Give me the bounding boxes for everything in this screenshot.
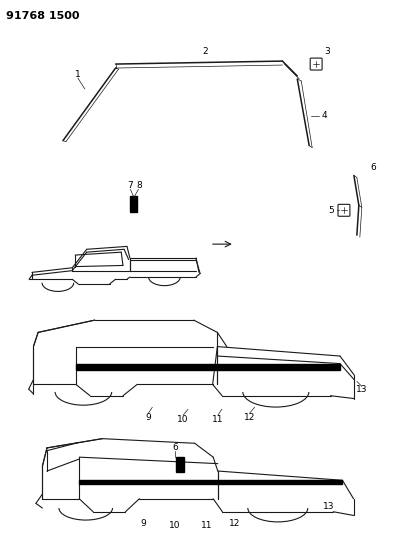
Text: 6: 6 — [371, 163, 376, 172]
Text: 8: 8 — [136, 181, 142, 190]
Bar — [176, 457, 184, 472]
Text: 91768 1500: 91768 1500 — [6, 11, 80, 21]
Text: 13: 13 — [356, 385, 367, 394]
FancyBboxPatch shape — [310, 58, 322, 70]
Text: 9: 9 — [141, 519, 146, 528]
Bar — [79, 480, 342, 484]
Text: 13: 13 — [323, 502, 335, 511]
Text: 2: 2 — [202, 46, 208, 55]
Bar — [76, 364, 340, 370]
Text: 3: 3 — [324, 46, 330, 55]
Text: 10: 10 — [177, 415, 189, 424]
Text: 10: 10 — [169, 521, 181, 530]
Text: 1: 1 — [75, 69, 81, 78]
Text: 11: 11 — [201, 521, 213, 530]
Text: 5: 5 — [328, 206, 334, 215]
Bar — [130, 196, 138, 212]
Text: 11: 11 — [212, 415, 224, 424]
Text: 6: 6 — [172, 442, 178, 451]
Text: 4: 4 — [321, 111, 327, 120]
Text: 12: 12 — [229, 519, 241, 528]
FancyBboxPatch shape — [338, 204, 350, 216]
Text: 12: 12 — [244, 413, 255, 422]
Text: 9: 9 — [145, 413, 151, 422]
Text: 7: 7 — [128, 181, 133, 190]
